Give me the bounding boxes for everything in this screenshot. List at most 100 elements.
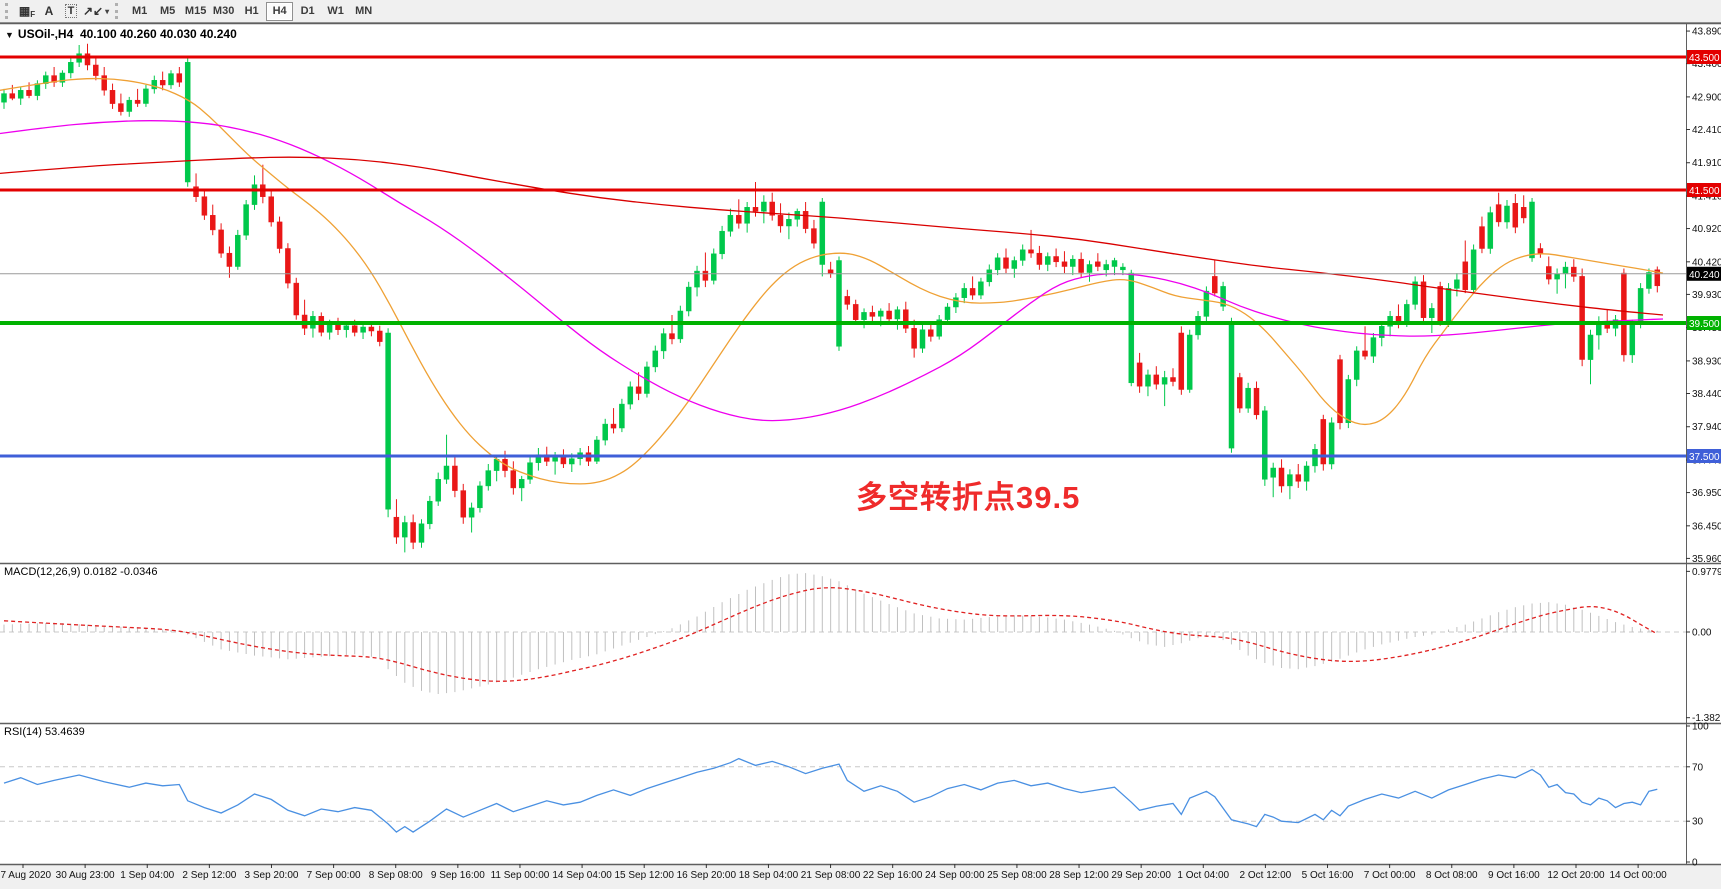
rsi-line xyxy=(3,757,1658,833)
tool-group: ▦ F A T ↗↙ ▾ xyxy=(16,1,110,21)
time-label: 22 Sep 16:00 xyxy=(863,870,923,881)
tf-button-M5[interactable]: M5 xyxy=(154,2,181,21)
time-label: 24 Sep 00:00 xyxy=(925,870,985,881)
svg-text:39.930: 39.930 xyxy=(1692,290,1721,301)
time-label: 7 Sep 00:00 xyxy=(307,870,361,881)
svg-text:36.450: 36.450 xyxy=(1692,521,1721,532)
time-label: 15 Sep 12:00 xyxy=(614,870,674,881)
tf-button-M1[interactable]: M1 xyxy=(126,2,153,21)
axis-badge-43.500 xyxy=(1687,50,1721,64)
svg-text:39.500: 39.500 xyxy=(1689,319,1720,330)
time-label: 3 Sep 20:00 xyxy=(245,870,299,881)
svg-text:40.920: 40.920 xyxy=(1692,224,1721,235)
symbol-dropdown-icon[interactable]: ▼ xyxy=(5,30,14,40)
horizontal-lines xyxy=(0,55,1686,458)
panel-borders xyxy=(0,22,1721,866)
time-label: 14 Sep 04:00 xyxy=(552,870,612,881)
tf-button-H1[interactable]: H1 xyxy=(238,2,265,21)
time-label: 25 Sep 08:00 xyxy=(987,870,1047,881)
tf-button-H4[interactable]: H4 xyxy=(266,1,294,21)
time-label: 5 Oct 16:00 xyxy=(1302,870,1354,881)
tf-button-D1[interactable]: D1 xyxy=(294,2,321,21)
symbol-label: USOil-,H4 xyxy=(17,27,74,41)
svg-text:0: 0 xyxy=(1692,858,1698,869)
tf-button-MN[interactable]: MN xyxy=(350,2,377,21)
svg-text:43.500: 43.500 xyxy=(1689,53,1720,64)
toolbar: ▦ F A T ↗↙ ▾ M1 M5 M15 M30 H1 H4 D1 W1 MN xyxy=(0,0,1721,23)
rsi-panel xyxy=(0,757,1686,833)
time-label: 27 Aug 2020 xyxy=(0,870,52,881)
time-label: 28 Sep 12:00 xyxy=(1049,870,1109,881)
time-label: 14 Oct 00:00 xyxy=(1609,870,1667,881)
time-label: 12 Oct 20:00 xyxy=(1547,870,1605,881)
svg-text:42.410: 42.410 xyxy=(1692,125,1721,136)
time-label: 1 Sep 04:00 xyxy=(120,870,174,881)
time-label: 2 Sep 12:00 xyxy=(182,870,236,881)
tf-button-M15[interactable]: M15 xyxy=(182,2,209,21)
time-label: 9 Oct 16:00 xyxy=(1488,870,1540,881)
time-label: 30 Aug 23:00 xyxy=(56,870,115,881)
ohlc-readout: 40.100 40.260 40.030 40.240 xyxy=(79,27,237,41)
candlestick-series xyxy=(1,43,1661,553)
svg-text:-1.382: -1.382 xyxy=(1692,713,1721,724)
ma-magenta xyxy=(0,120,1664,422)
svg-text:70: 70 xyxy=(1692,762,1704,773)
text-box-tool-icon[interactable]: T xyxy=(60,1,82,21)
axis-badge-41.500 xyxy=(1687,183,1721,197)
time-label: 18 Sep 04:00 xyxy=(739,870,799,881)
svg-text:38.440: 38.440 xyxy=(1692,389,1721,400)
svg-text:40.240: 40.240 xyxy=(1689,270,1720,281)
svg-text:0.9779: 0.9779 xyxy=(1692,567,1721,578)
time-label: 2 Oct 12:00 xyxy=(1240,870,1292,881)
svg-text:40.420: 40.420 xyxy=(1692,257,1721,268)
axis-badge-37.500 xyxy=(1687,449,1721,463)
svg-text:41.910: 41.910 xyxy=(1692,158,1721,169)
time-label: 8 Oct 08:00 xyxy=(1426,870,1478,881)
time-label: 16 Sep 20:00 xyxy=(677,870,737,881)
time-label: 11 Sep 00:00 xyxy=(491,870,550,881)
tf-button-M30[interactable]: M30 xyxy=(210,2,237,21)
time-label: 29 Sep 20:00 xyxy=(1111,870,1171,881)
svg-text:38.930: 38.930 xyxy=(1692,356,1721,367)
axis-badge-40.240 xyxy=(1687,266,1721,281)
toolbar-grip-2[interactable] xyxy=(115,3,121,19)
arrows-tool-icon[interactable]: ↗↙ ▾ xyxy=(82,1,110,21)
time-label: 8 Sep 08:00 xyxy=(369,870,423,881)
price-axis: 43.89043.40042.90042.41041.91041.41040.9… xyxy=(1686,27,1721,869)
macd-signal-line xyxy=(3,587,1658,682)
ma-orange xyxy=(0,77,1664,485)
svg-text:35.960: 35.960 xyxy=(1692,554,1721,565)
axis-badges: 43.500 41.500 39.500 37.500 40.240 xyxy=(1687,50,1721,463)
svg-text:100: 100 xyxy=(1692,722,1709,733)
tf-button-W1[interactable]: W1 xyxy=(322,2,349,21)
svg-text:30: 30 xyxy=(1692,817,1704,828)
svg-text:36.950: 36.950 xyxy=(1692,488,1721,499)
toolbar-grip[interactable] xyxy=(5,3,11,19)
ma-red xyxy=(0,156,1664,316)
timeframe-group: M1 M5 M15 M30 H1 H4 D1 W1 MN xyxy=(126,1,377,21)
svg-text:43.890: 43.890 xyxy=(1692,27,1721,38)
svg-text:41.500: 41.500 xyxy=(1689,186,1720,197)
macd-panel xyxy=(0,573,1686,694)
svg-text:43.400: 43.400 xyxy=(1692,59,1721,70)
axis-badge-39.500 xyxy=(1687,316,1721,330)
chart-annotation-text[interactable]: 多空转折点39.5 xyxy=(856,480,1081,515)
svg-text:37.940: 37.940 xyxy=(1692,422,1721,433)
grid-f-tool-icon[interactable]: ▦ F xyxy=(16,1,38,21)
time-label: 1 Oct 04:00 xyxy=(1177,870,1229,881)
time-label: 7 Oct 00:00 xyxy=(1364,870,1416,881)
ma-overlays xyxy=(0,77,1664,485)
macd-label: MACD(12,26,9) 0.0182 -0.0346 xyxy=(4,566,158,578)
svg-text:42.900: 42.900 xyxy=(1692,92,1721,103)
time-axis-strip[interactable] xyxy=(0,864,1721,889)
svg-text:0.00: 0.00 xyxy=(1692,628,1712,639)
rsi-label: RSI(14) 53.4639 xyxy=(4,726,85,738)
text-label-tool-icon[interactable]: A xyxy=(38,1,60,21)
time-label: 21 Sep 08:00 xyxy=(801,870,861,881)
time-label: 9 Sep 16:00 xyxy=(431,870,485,881)
chart-title: ▼ USOil-,H4 40.100 40.260 40.030 40.240 xyxy=(5,27,237,41)
svg-text:37.500: 37.500 xyxy=(1689,452,1720,463)
time-axis: 27 Aug 2020 30 Aug 23:00 1 Sep 04:00 2 Sep … xyxy=(0,864,1667,881)
